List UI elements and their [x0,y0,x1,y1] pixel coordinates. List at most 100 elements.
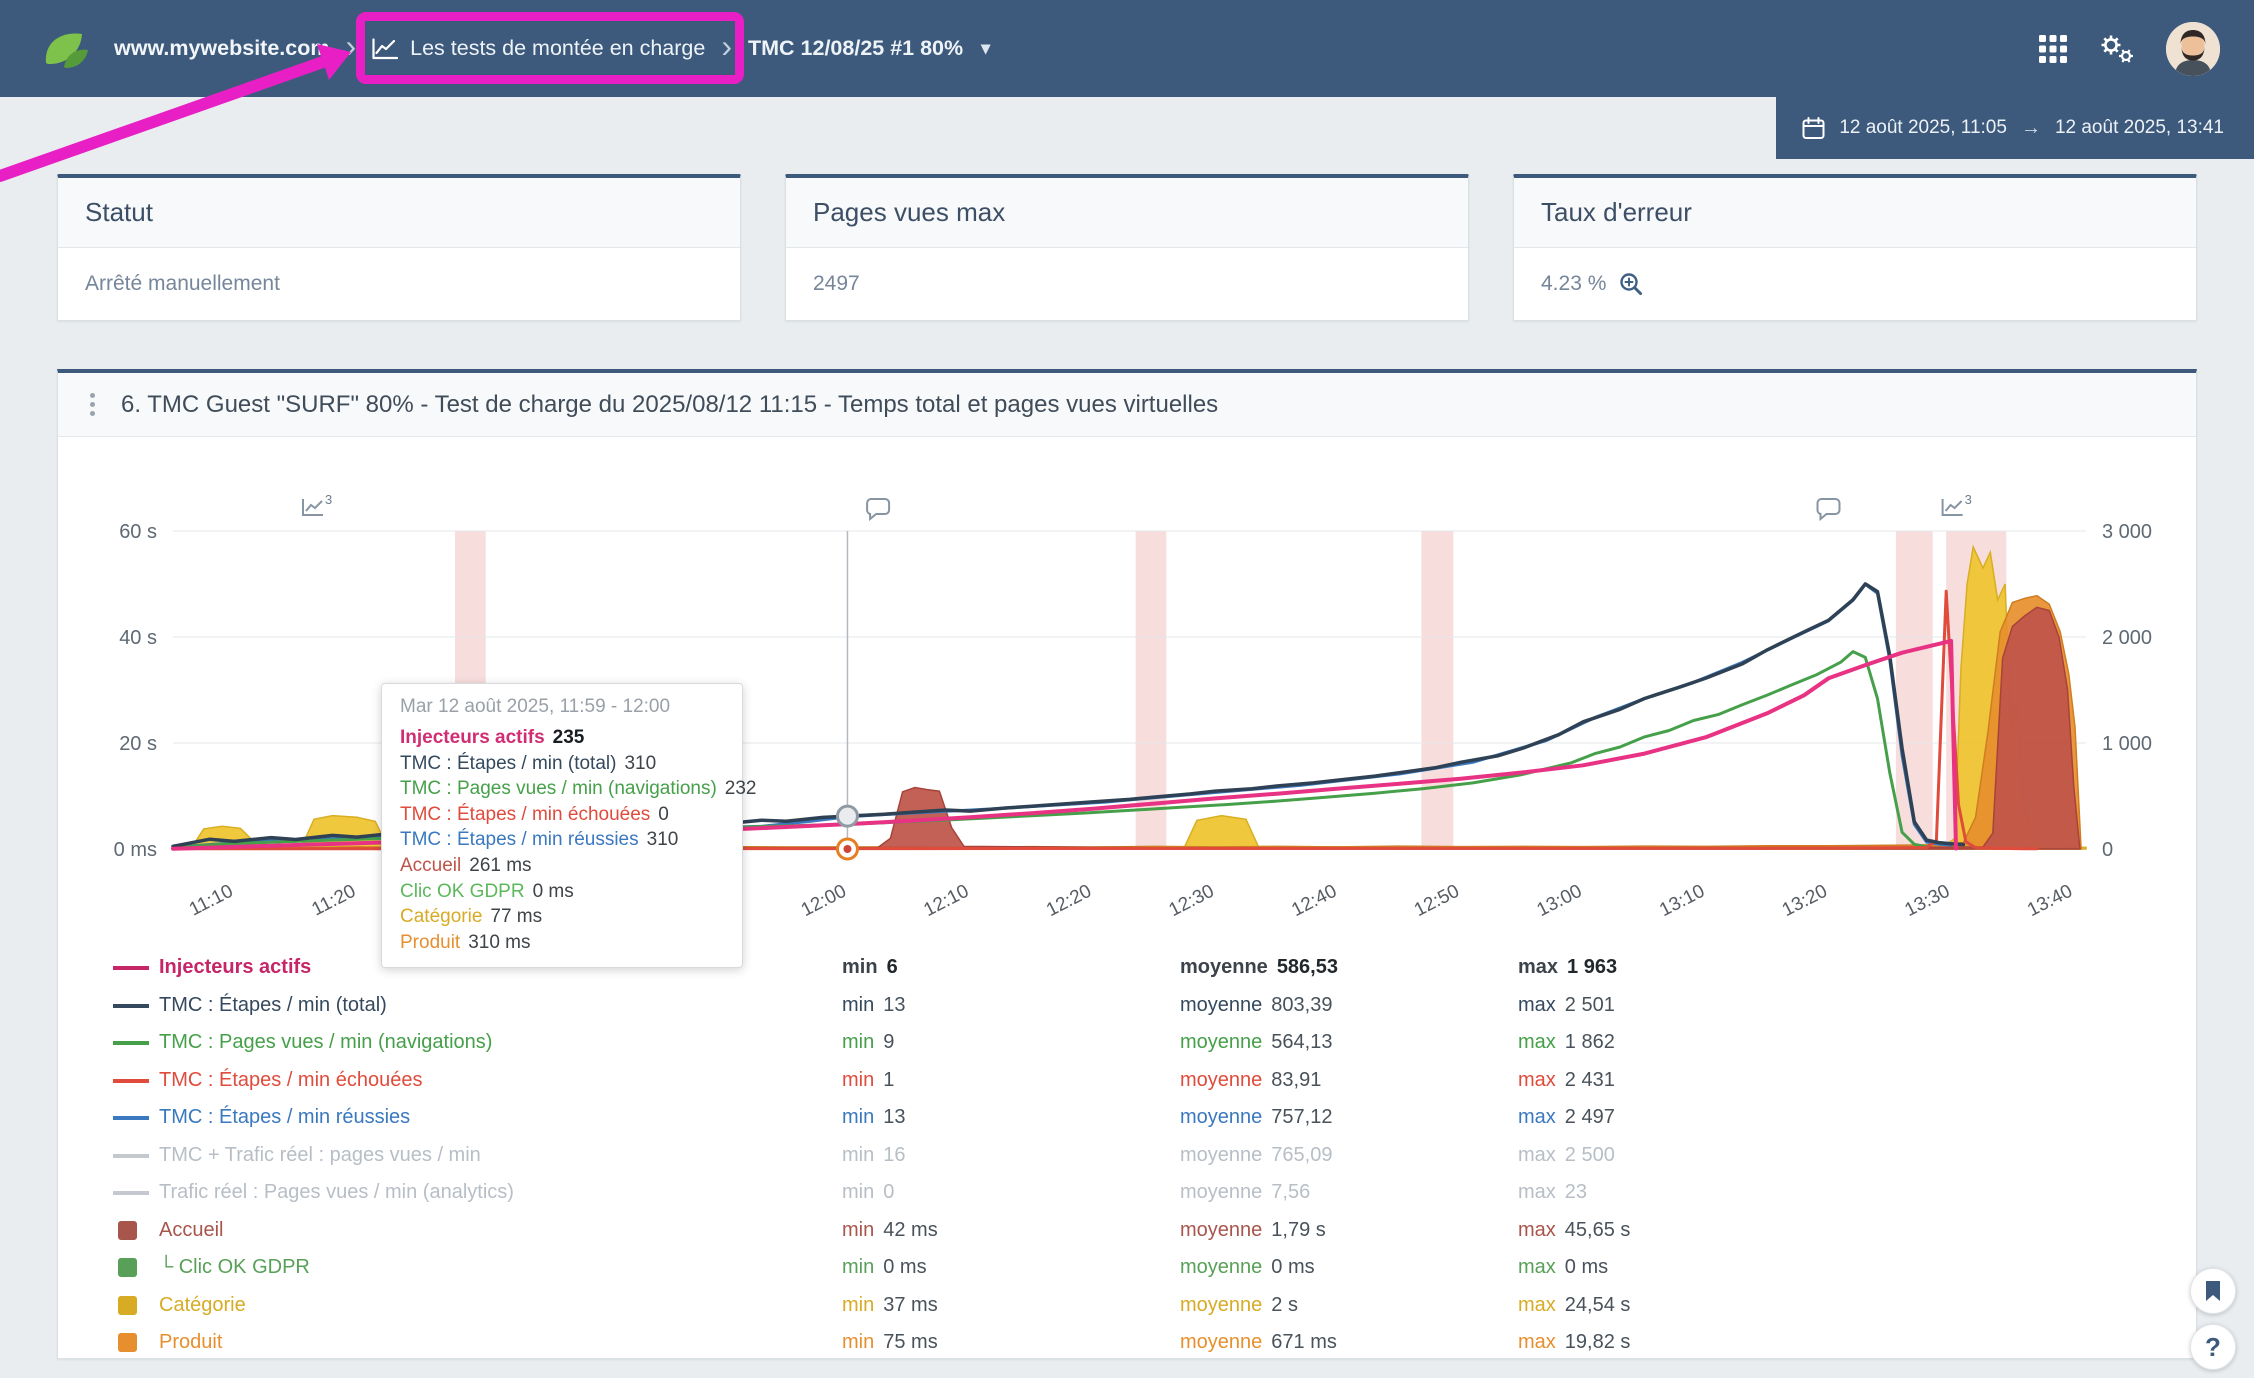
legend-row[interactable]: Injecteurs actifs min 6 moyenne 586,53 max 1 9… [58,949,2196,987]
kebab-menu-icon[interactable] [86,389,99,420]
x-axis-tick: 13:30 [1901,881,1953,921]
legend-stat-avg: moyenne 671 ms [1180,1331,1337,1353]
stat-card-taux-erreur: Taux d'erreur 4.23 % [1513,174,2197,321]
chevron-right-icon: › [345,27,357,64]
y-axis-left-label: 20 s [119,733,157,755]
legend-series-name: Trafic réel : Pages vues / min (analytic… [159,1181,514,1203]
legend-stat-avg: moyenne 1,79 s [1180,1218,1326,1241]
legend-stat-max: max 0 ms [1518,1256,1609,1278]
x-axis-tick: 11:10 [186,881,237,921]
legend-row[interactable]: TMC : Étapes / min réussies min 13 moyenne 7… [58,1099,2196,1137]
legend-stat-avg: moyenne 7,56 [1180,1181,1311,1203]
date-range-picker[interactable]: 12 août 2025, 11:05 → 12 août 2025, 13:4… [1776,97,2254,159]
legend-stat-max: max 2 431 [1518,1068,1615,1091]
error-band [455,531,486,849]
stat-card-value: 2497 [813,272,860,295]
legend-stat-avg: moyenne 83,91 [1180,1068,1322,1091]
legend-stat-max: max 24,54 s [1518,1293,1631,1316]
legend-stat-max: max 19,82 s [1518,1331,1631,1353]
y-axis-left-label: 60 s [119,521,157,543]
legend-row[interactable]: Accueil min 42 ms moyenne 1,79 s max 45,65 s [58,1212,2196,1250]
chart-note-icon[interactable]: 3 [1941,492,1972,516]
caret-down-icon: ▾ [981,38,991,58]
bookmark-icon [2203,1279,2223,1303]
legend-stat-max: max 23 [1518,1181,1588,1203]
apps-grid-icon[interactable] [2038,34,2068,64]
legend-stat-avg: moyenne 803,39 [1180,993,1333,1016]
hover-marker-dot [843,845,852,853]
zoom-in-icon[interactable] [1618,271,1644,297]
error-band [1895,531,1933,849]
legend-area-swatch [118,1220,137,1240]
legend-stat-min: min 13 [842,1106,906,1128]
legend-line-swatch [113,1078,149,1083]
breadcrumb-section-label: Les tests de montée en charge [410,36,706,60]
legend-stat-avg: moyenne 586,53 [1180,956,1338,978]
legend-stat-min: min 75 ms [842,1331,938,1353]
legend-line-swatch [113,1041,149,1045]
breadcrumb-section-load-tests[interactable]: Les tests de montée en charge [372,36,705,61]
x-axis-tick: 12:40 [1288,881,1340,921]
legend-stat-min: min 37 ms [842,1293,938,1316]
legend-stat-avg: moyenne 765,09 [1180,1143,1333,1166]
comment-bubble-icon[interactable] [866,498,891,522]
chart-title: 6. TMC Guest "SURF" 80% - Test de charge… [121,390,1219,418]
help-button[interactable]: ? [2190,1324,2236,1370]
chart-note-icon[interactable]: 3 [302,492,332,516]
legend-series-name: TMC : Étapes / min réussies [159,1106,411,1128]
legend-stat-max: max 2 500 [1518,1143,1615,1166]
x-axis-tick: 13:10 [1656,881,1708,921]
legend-series-name: TMC : Étapes / min échouées [159,1068,423,1091]
legend-row[interactable]: Trafic réel : Pages vues / min (analytic… [58,1174,2196,1212]
legend-row[interactable]: Produit min 75 ms moyenne 671 ms max 19,82 s [58,1324,2196,1362]
x-axis-tick: 11:40 [554,881,605,921]
y-axis-right-label: 1 000 [2102,733,2152,755]
legend-stat-avg: moyenne 757,12 [1180,1106,1333,1128]
legend-row[interactable]: TMC + Trafic réel : pages vues / min min 1… [58,1137,2196,1175]
error-band [1421,531,1454,849]
stat-card-title: Pages vues max [786,178,1468,248]
legend-row[interactable]: TMC : Étapes / min (total) min 13 moyenne 80… [58,987,2196,1025]
legend-stat-avg: moyenne 564,13 [1180,1031,1333,1053]
legend-line-swatch [113,1191,149,1195]
stat-card-value: Arrêté manuellement [85,272,280,295]
series-line-total [171,582,1966,849]
x-axis-tick: 12:10 [920,881,972,921]
x-axis-tick: 13:00 [1534,881,1586,921]
legend-series-name: └ Clic OK GDPR [159,1256,310,1278]
x-axis-tick: 13:40 [2024,881,2076,921]
legend-stat-avg: moyenne 0 ms [1180,1256,1315,1278]
help-label: ? [2205,1331,2221,1362]
y-axis-right-label: 3 000 [2102,521,2152,543]
legend-stat-max: max 45,65 s [1518,1218,1631,1241]
legend-stat-min: min 6 [842,956,898,978]
line-chart-icon [372,37,399,61]
legend-area-swatch [118,1333,137,1352]
settings-gears-icon[interactable] [2098,33,2136,65]
stat-card-statut: Statut Arrêté manuellement [57,174,741,321]
legend-row[interactable]: TMC : Étapes / min échouées min 1 moyenne 83… [58,1062,2196,1100]
legend-series-name: TMC + Trafic réel : pages vues / min [159,1143,481,1166]
chart-panel: 6. TMC Guest "SURF" 80% - Test de charge… [57,369,2197,1359]
bookmark-button[interactable] [2190,1268,2236,1314]
breadcrumb-site[interactable]: www.mywebsite.com [114,36,330,60]
test-selector[interactable]: TMC 12/08/25 #1 80% ▾ [748,36,990,61]
legend-stat-max: max 1 963 [1518,956,1618,978]
comment-bubble-icon[interactable] [1816,498,1841,522]
legend-series-name: Injecteurs actifs [159,956,312,978]
x-axis-tick: 11:50 [676,881,727,921]
x-axis-tick: 12:20 [1043,881,1095,921]
chart-panel-header: 6. TMC Guest "SURF" 80% - Test de charge… [58,373,2196,437]
x-axis-tick: 11:30 [431,881,482,921]
legend-area-swatch [118,1258,137,1277]
legend-row[interactable]: Catégorie min 37 ms moyenne 2 s max 24,54 s [58,1287,2196,1325]
series-line-injecteurs [171,638,1958,851]
legend-row[interactable]: TMC : Pages vues / min (navigations) min 9… [58,1024,2196,1062]
stat-card-pages-vues-max: Pages vues max 2497 [785,174,1469,321]
legend-row[interactable]: └ Clic OK GDPR min 0 ms moyenne 0 ms max 0 ms [58,1249,2196,1287]
x-axis-tick: 11:20 [309,881,360,921]
app-logo-icon[interactable] [38,25,92,73]
legend-stat-avg: moyenne 2 s [1180,1293,1298,1316]
legend-line-swatch [113,1153,149,1158]
user-avatar[interactable] [2166,21,2220,76]
